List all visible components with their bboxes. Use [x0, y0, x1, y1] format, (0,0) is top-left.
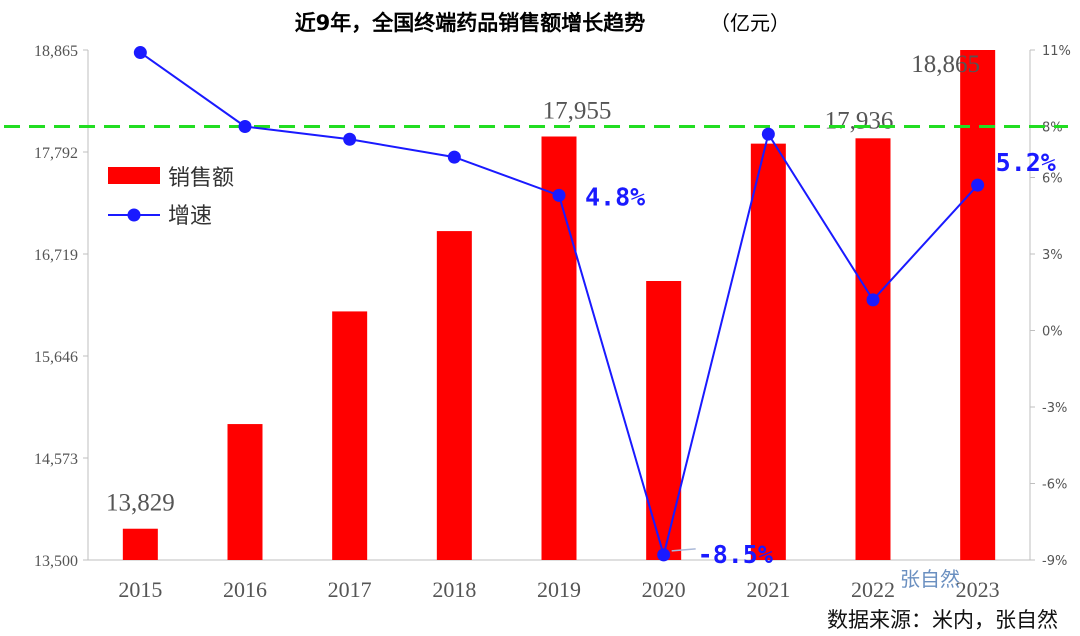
growth-point-2016: [238, 120, 252, 133]
x-tick-label: 2019: [537, 577, 581, 602]
growth-point-2019: [552, 188, 566, 202]
bar-data-label: 18,865: [911, 51, 980, 78]
left-tick-label: 16,719: [34, 247, 78, 264]
x-tick-label: 2022: [851, 577, 895, 602]
bar-2022: [855, 138, 891, 560]
line-data-label: 5.2%: [996, 148, 1056, 177]
bar-2019: [541, 136, 577, 560]
growth-point-2018: [447, 150, 461, 164]
bar-2015: [122, 528, 158, 560]
x-tick-label: 2023: [956, 577, 1000, 602]
left-tick-label: 17,792: [34, 145, 78, 162]
x-tick-label: 2016: [223, 577, 267, 602]
data-label-leader: [671, 548, 696, 552]
right-tick-label: -6%: [1042, 478, 1067, 493]
bar-2017: [332, 311, 368, 560]
legend-bar-label: 销售额: [168, 166, 234, 191]
growth-point-2021: [761, 127, 775, 141]
x-tick-label: 2017: [328, 577, 372, 602]
bar-2023: [960, 50, 996, 560]
bar-data-label: 17,936: [825, 107, 894, 134]
right-tick-label: -3%: [1042, 401, 1067, 416]
growth-point-2017: [343, 132, 357, 146]
right-tick-label: 0%: [1042, 325, 1063, 340]
legend-line-label: 增速: [168, 204, 212, 229]
legend-line-marker: [127, 208, 141, 222]
right-axis-ticks: -9% -6% -3% 0% 3% 6% 8% 11%: [1030, 44, 1071, 569]
chart-title: 近9年，全国终端药品销售额增长趋势: [295, 11, 646, 35]
bar-series-sales: [122, 50, 996, 561]
watermark: 张自然: [900, 567, 960, 591]
right-tick-label: 6%: [1042, 172, 1063, 187]
bar-data-label: 13,829: [106, 490, 175, 517]
left-tick-label: 15,646: [34, 349, 78, 366]
bar-2021: [750, 143, 786, 560]
right-tick-label: -9%: [1042, 554, 1067, 569]
line-data-label: -8.5%: [698, 540, 773, 569]
line-series-growth: [133, 46, 985, 562]
legend: 销售额 增速: [108, 166, 234, 229]
left-tick-label: 18,865: [34, 43, 78, 60]
source-note: 数据来源：米内，张自然: [827, 608, 1058, 632]
right-tick-label: 11%: [1042, 44, 1071, 59]
left-tick-label: 13,500: [34, 553, 78, 570]
right-tick-label: 8%: [1042, 121, 1063, 136]
bar-data-label: 17,955: [543, 98, 612, 125]
x-axis-ticks: 2015 2016 2017 2018 2019 2020 2021 2022 2023: [118, 577, 999, 602]
right-tick-label: 3%: [1042, 248, 1063, 263]
legend-bar-swatch: [108, 167, 160, 184]
growth-point-2023: [971, 178, 985, 192]
growth-point-2015: [133, 46, 147, 60]
bar-2018: [436, 231, 472, 561]
bar-2020: [646, 280, 682, 560]
growth-point-2022: [866, 293, 880, 307]
growth-point-2020: [657, 548, 671, 562]
x-tick-label: 2018: [432, 577, 476, 602]
bar-data-labels: 13,829 17,955 17,936 18,865: [106, 51, 980, 517]
line-data-label: 4.8%: [585, 182, 645, 211]
left-axis-ticks: 13,500 14,573 15,646 16,719 17,792 18,865: [34, 43, 88, 570]
x-tick-label: 2020: [642, 577, 686, 602]
line-data-labels: 4.8% -8.5% 5.2%: [585, 148, 1056, 569]
x-tick-label: 2015: [118, 577, 162, 602]
left-tick-label: 14,573: [34, 451, 78, 468]
bar-2016: [227, 424, 263, 560]
chart-title-unit: （亿元）: [710, 11, 790, 35]
x-tick-label: 2021: [746, 577, 790, 602]
